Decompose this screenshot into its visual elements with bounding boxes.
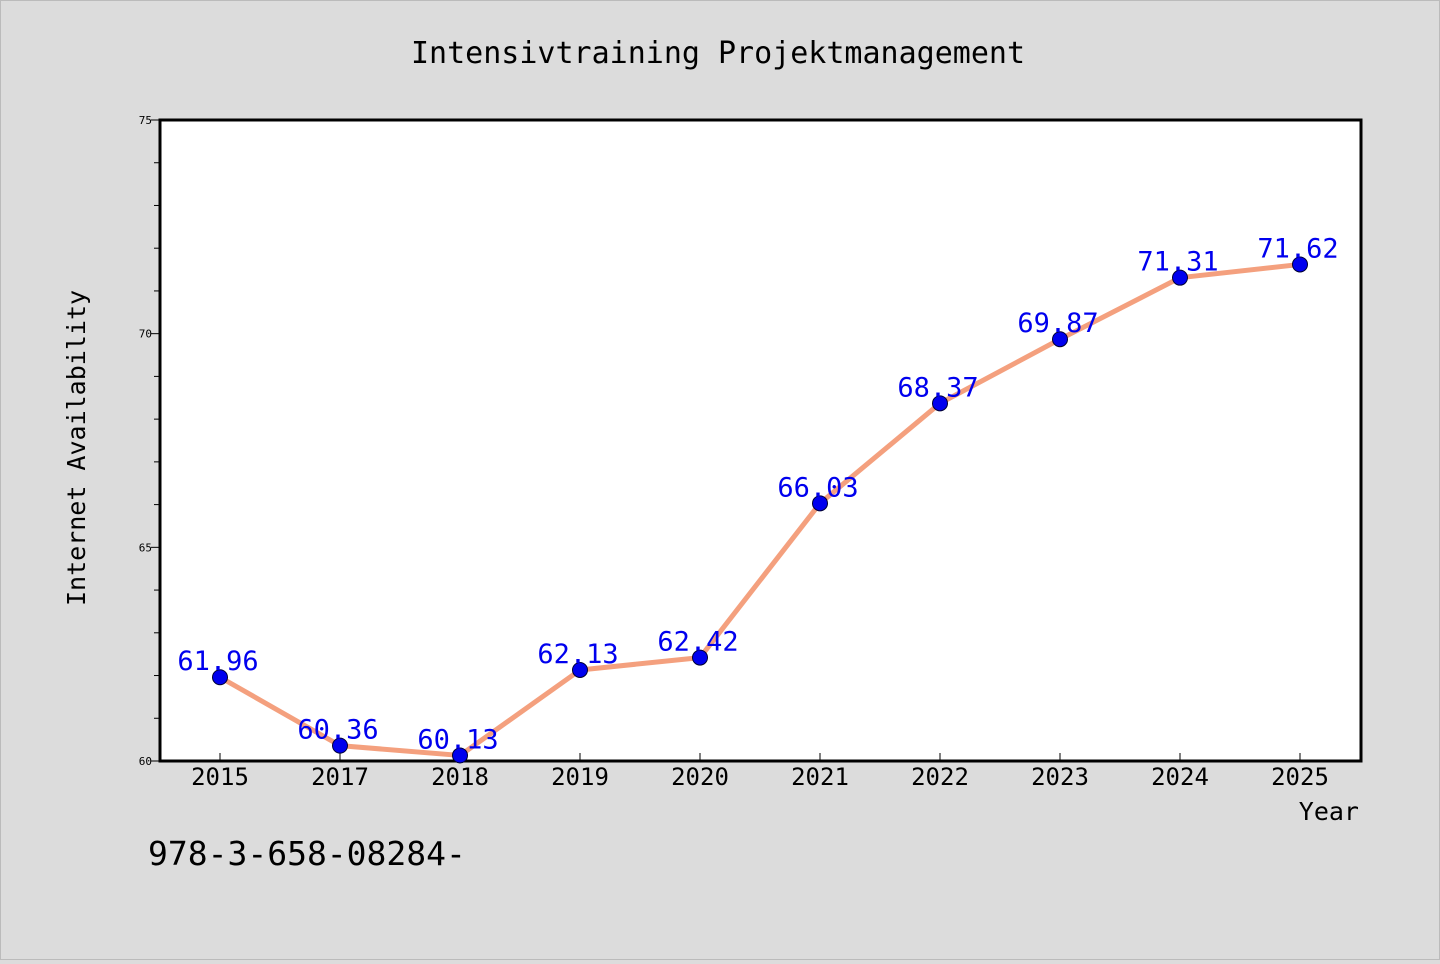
data-point — [332, 737, 348, 754]
y-axis-label: Internet Availability — [62, 290, 91, 606]
x-tick-label: 2015 — [191, 763, 249, 791]
data-point — [932, 395, 948, 412]
data-label: 61.96 — [177, 646, 258, 677]
data-point — [812, 495, 828, 512]
y-tick-label: 70 — [139, 328, 152, 341]
data-label: 66.03 — [777, 472, 858, 503]
footer-text: 978-3-658-08284- — [148, 834, 466, 873]
x-tick-label: 2023 — [1031, 763, 1089, 791]
x-tick-label: 2022 — [911, 763, 969, 791]
series-group — [212, 256, 1308, 764]
data-label: 69.87 — [1017, 308, 1098, 339]
x-tick-label: 2025 — [1271, 763, 1329, 791]
data-point — [452, 747, 468, 764]
x-tick-label: 2017 — [311, 763, 369, 791]
plot-area — [158, 118, 1363, 763]
data-label: 68.37 — [897, 372, 978, 403]
data-label: 62.13 — [537, 639, 618, 670]
data-label: 71.31 — [1137, 247, 1218, 278]
x-tick-label: 2020 — [671, 763, 729, 791]
data-label: 60.13 — [417, 724, 498, 755]
data-point — [1052, 331, 1068, 348]
data-point — [1292, 256, 1308, 273]
x-axis: 2015 2017 2018 2019 2020 2021 2022 2023 2024 2025 — [191, 753, 1329, 791]
data-point — [692, 649, 708, 666]
x-tick-label: 2021 — [791, 763, 849, 791]
data-label: 60.36 — [297, 715, 378, 746]
y-tick-label: 75 — [139, 114, 152, 127]
chart-title: Intensivtraining Projektmanagement — [411, 36, 1025, 71]
data-labels-group: 61.96 60.36 60.13 62.13 62.42 66.03 68.37 69.87… — [177, 233, 1338, 755]
data-point — [212, 669, 228, 686]
data-label: 71.62 — [1257, 233, 1338, 264]
series-line — [217, 261, 1303, 758]
y-tick-label: 65 — [139, 541, 152, 554]
data-point — [1172, 269, 1188, 286]
x-axis-label: Year — [1299, 797, 1359, 826]
data-label: 62.42 — [657, 627, 738, 658]
x-tick-label: 2018 — [431, 763, 489, 791]
y-tick-label: 60 — [139, 755, 152, 768]
x-tick-label: 2019 — [551, 763, 609, 791]
data-point — [572, 661, 588, 678]
y-axis: 60 65 70 75 — [139, 114, 160, 768]
x-tick-label: 2024 — [1151, 763, 1209, 791]
